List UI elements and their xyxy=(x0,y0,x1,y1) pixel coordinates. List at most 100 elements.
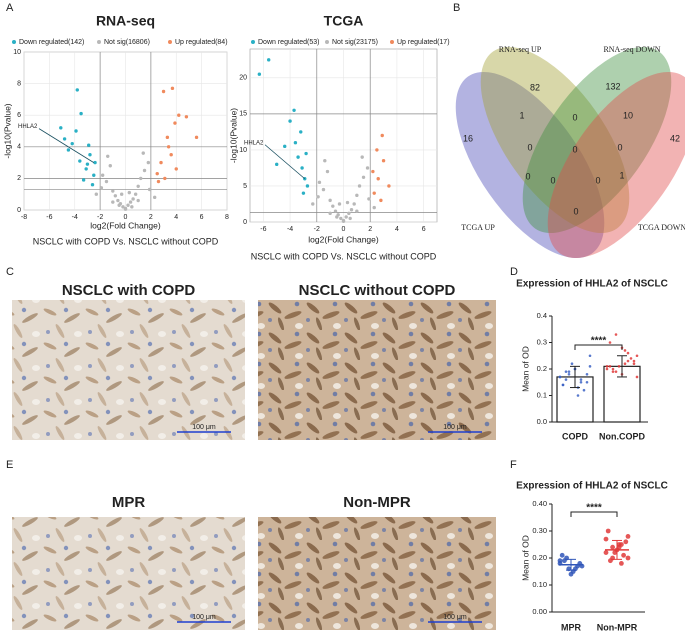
data-point xyxy=(621,552,626,558)
y-tick-label: 0.10 xyxy=(532,580,547,589)
data-point xyxy=(626,351,630,355)
legend-label: Up regulated(84) xyxy=(175,39,228,46)
data-point xyxy=(169,153,173,157)
data-point xyxy=(288,119,292,123)
panel-label: F xyxy=(510,459,517,471)
data-point xyxy=(127,190,132,195)
data-point xyxy=(579,380,583,384)
data-point xyxy=(611,367,615,371)
data-point xyxy=(147,187,152,192)
x-tick-label: 0 xyxy=(124,214,128,221)
y-tick-label: 15 xyxy=(239,111,247,118)
data-point xyxy=(100,173,105,177)
venn-count: 0 xyxy=(595,175,600,185)
annotation: HHLA2 xyxy=(18,124,38,130)
data-point xyxy=(81,178,86,182)
significance-label: **** xyxy=(591,336,607,347)
data-point xyxy=(194,135,199,140)
data-point xyxy=(608,341,612,344)
data-point xyxy=(605,365,609,368)
venn-count: 0 xyxy=(572,112,577,122)
legend-marker xyxy=(168,40,172,44)
data-point xyxy=(283,144,287,149)
x-tick-label: 2 xyxy=(149,214,153,221)
data-point xyxy=(341,219,346,223)
legend-label: Not sig(23175) xyxy=(332,39,378,46)
data-point xyxy=(345,200,350,205)
data-point xyxy=(564,378,568,381)
data-point xyxy=(321,187,326,192)
data-point xyxy=(275,162,279,167)
data-point xyxy=(570,362,574,366)
legend-label: Not sig(16806) xyxy=(104,39,150,46)
data-point xyxy=(616,542,622,547)
venn-count: 0 xyxy=(525,171,530,181)
data-point xyxy=(66,148,71,152)
y-tick-label: 4 xyxy=(17,144,21,151)
y-tick-label: 0.30 xyxy=(532,526,547,535)
data-point xyxy=(111,189,115,193)
venn-count: 0 xyxy=(527,142,532,152)
x-tick-label: 4 xyxy=(395,226,399,233)
x-tick-label: Non.COPD xyxy=(599,431,645,441)
x-tick-label: -2 xyxy=(97,214,103,221)
data-point xyxy=(316,195,320,199)
venn-set xyxy=(480,46,630,234)
data-point xyxy=(576,394,580,397)
data-point xyxy=(567,373,571,376)
data-point xyxy=(347,211,351,216)
x-tick-label: COPD xyxy=(562,431,589,441)
annotation-leader xyxy=(264,144,306,180)
venn-count: 10 xyxy=(623,110,633,120)
data-point xyxy=(617,365,621,368)
significance-bracket xyxy=(574,344,623,350)
data-point xyxy=(357,184,362,188)
panel-label: B xyxy=(453,2,460,14)
x-axis-label: log2(Fold Change) xyxy=(308,234,379,244)
data-point xyxy=(177,113,181,117)
image-title: Non-MPR xyxy=(343,494,411,511)
data-point xyxy=(371,169,375,174)
data-point xyxy=(632,359,636,363)
data-point xyxy=(564,370,568,373)
micrograph xyxy=(12,300,245,440)
data-point xyxy=(375,148,379,152)
y-tick-label: 8 xyxy=(17,80,21,87)
data-point xyxy=(603,536,609,542)
x-tick-label: 6 xyxy=(200,214,204,221)
x-tick-label: -2 xyxy=(314,226,320,233)
venn-set-label: RNA-seq UP xyxy=(499,45,542,54)
data-point xyxy=(113,194,118,198)
data-point xyxy=(142,168,147,173)
data-point xyxy=(108,164,112,168)
venn-set-label: TCGA UP xyxy=(461,223,495,232)
data-point xyxy=(304,151,308,156)
y-tick-label: 2 xyxy=(17,175,21,182)
venn-set xyxy=(522,46,672,234)
scale-bar-label: 100 μm xyxy=(443,614,467,621)
data-point xyxy=(623,349,627,352)
data-point xyxy=(372,205,376,210)
data-point xyxy=(300,166,304,170)
panel-label: A xyxy=(6,2,14,14)
data-point xyxy=(75,88,79,92)
y-tick-label: 0 xyxy=(243,219,247,226)
data-point xyxy=(173,121,177,125)
y-axis-label: Mean of OD xyxy=(520,346,530,392)
data-point xyxy=(381,159,386,163)
data-point xyxy=(352,202,356,206)
data-point xyxy=(146,160,151,165)
y-tick-label: 20 xyxy=(239,75,247,82)
data-point xyxy=(629,357,633,360)
y-tick-label: 5 xyxy=(243,183,247,190)
data-point xyxy=(605,367,609,371)
legend-label: Down regulated(142) xyxy=(19,39,84,46)
data-point xyxy=(85,162,90,166)
x-tick-label: -4 xyxy=(287,226,293,233)
y-tick-label: 10 xyxy=(13,49,21,56)
data-point xyxy=(317,180,322,185)
x-tick-label: 4 xyxy=(174,214,178,221)
data-point xyxy=(355,209,359,213)
data-point xyxy=(328,198,332,203)
data-point xyxy=(299,130,303,134)
